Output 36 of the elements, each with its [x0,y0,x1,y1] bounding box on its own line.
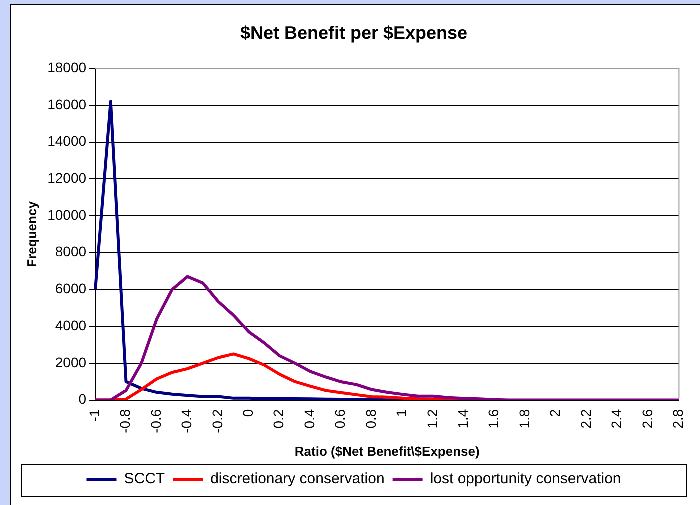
x-tick-label: -0.4 [178,409,195,434]
x-tick-label: 1.8 [516,409,532,429]
y-tick-label: 8000 [55,244,87,260]
y-tick-label: 18000 [48,59,87,76]
x-tick-label: -0.6 [148,409,164,434]
x-tick-label: 1.2 [424,409,440,429]
x-tick-label: 1 [394,409,410,418]
x-tick-label: 1.4 [455,409,472,429]
y-axis-title: Frequency [24,200,40,268]
y-tick-label: 4000 [55,317,87,334]
chart-title: $Net Benefit per $Expense [240,22,468,43]
x-tick-label: 2 [547,409,564,418]
x-tick-label: 2.6 [639,409,656,429]
y-tick-label: 10000 [48,206,87,223]
x-tick-label: 0 [240,409,256,418]
x-tick-label: -1 [86,409,102,422]
x-tick-label: 2.4 [608,409,625,429]
y-tick-label: 0 [78,391,87,408]
x-axis-title: Ratio ($Net Benefit\$Expense) [294,444,480,459]
y-tick-label: 14000 [48,133,87,150]
y-tick-label: 16000 [48,96,87,112]
x-tick-label: 0.2 [270,409,287,429]
x-tick-label: 1.6 [486,409,502,429]
y-tick-label: 2000 [55,354,87,370]
legend-label: lost opportunity conservation [430,470,622,488]
x-tick-label: 0.8 [362,409,379,429]
x-tick-label: 0.4 [301,409,318,429]
x-tick-label: -0.2 [209,409,226,434]
y-tick-label: 12000 [48,170,87,186]
x-tick-label: 2.8 [670,409,686,429]
legend-label: SCCT [124,470,166,488]
legend-label: discretionary conservation [210,470,385,488]
x-tick-label: -0.8 [117,409,134,434]
x-tick-label: 2.2 [578,409,594,429]
y-tick-label: 6000 [55,280,87,297]
x-tick-label: 0.6 [332,409,348,429]
